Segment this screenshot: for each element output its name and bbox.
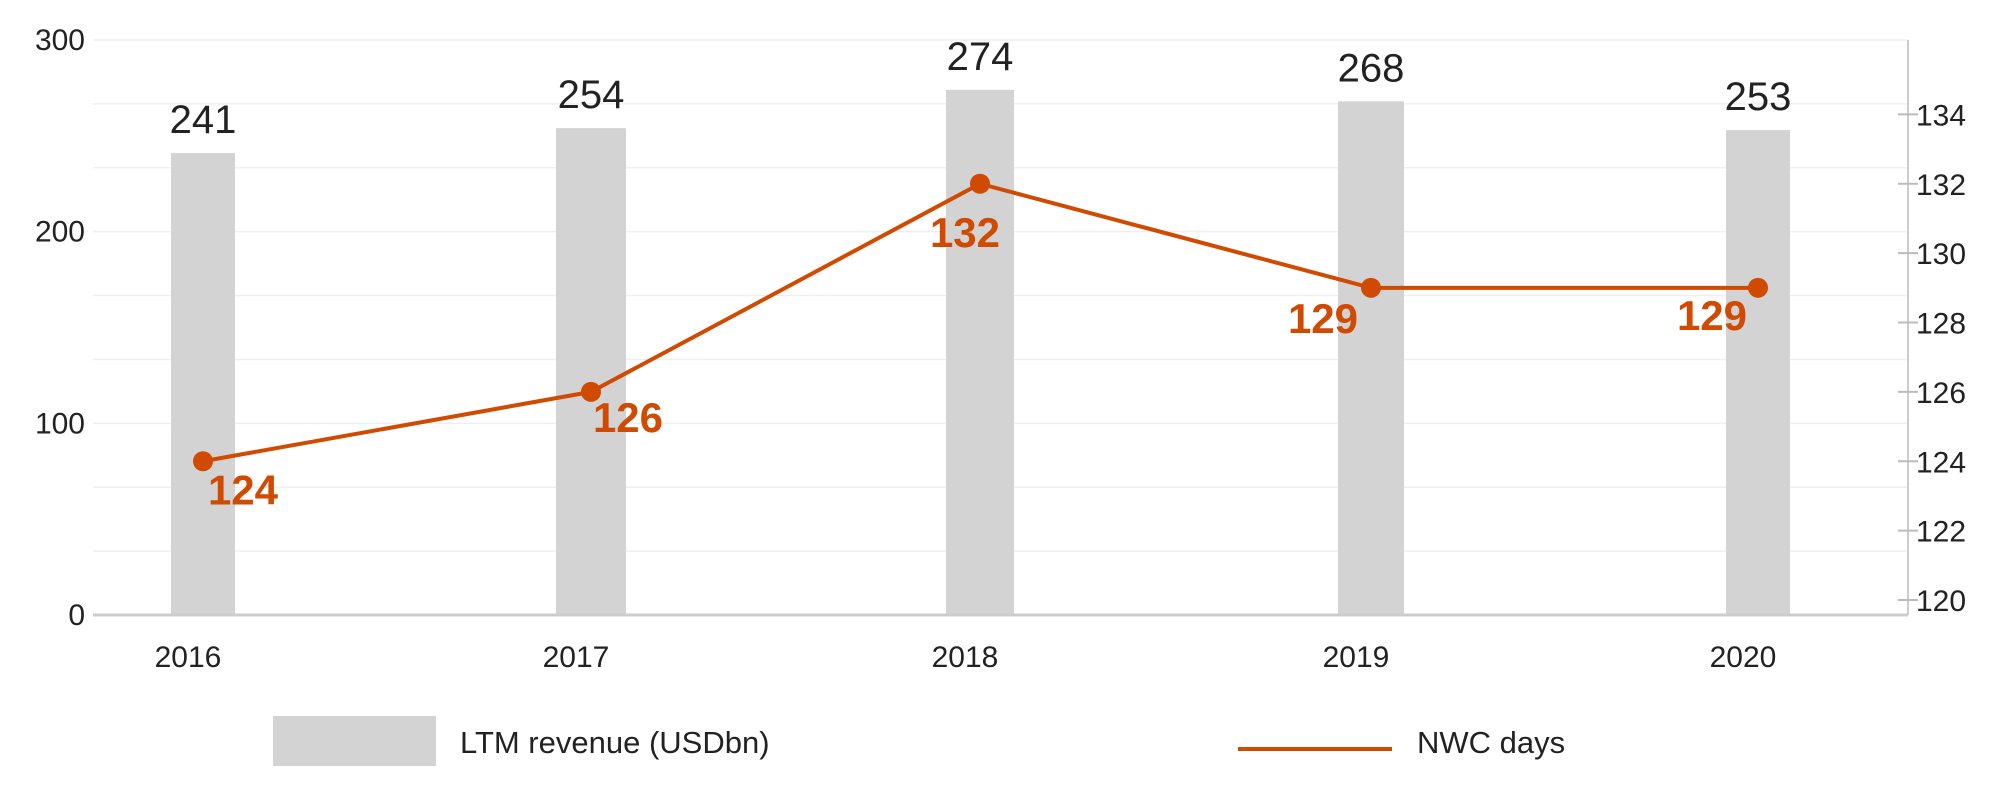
left-y-tick-label: 300 bbox=[35, 24, 85, 57]
legend-revenue-swatch bbox=[273, 716, 436, 766]
right-y-tick-label: 134 bbox=[1916, 99, 1966, 132]
right-y-tick-label: 120 bbox=[1916, 585, 1966, 618]
x-tick-label: 2017 bbox=[543, 641, 610, 674]
legend: LTM revenue (USDbn) NWC days bbox=[273, 716, 1565, 766]
legend-nwc-days-label: NWC days bbox=[1417, 725, 1565, 760]
nwc-days-value-label: 124 bbox=[208, 466, 279, 513]
nwc-days-value-label: 132 bbox=[930, 209, 1000, 256]
revenue-bar bbox=[946, 89, 1014, 616]
nwc-days-line-series bbox=[193, 173, 1768, 472]
x-tick-label: 2019 bbox=[1323, 641, 1390, 674]
legend-revenue-label: LTM revenue (USDbn) bbox=[460, 725, 770, 760]
revenue-bar-value-label: 274 bbox=[947, 35, 1014, 79]
right-y-tick-label: 130 bbox=[1916, 238, 1966, 271]
nwc-days-value-label: 129 bbox=[1288, 295, 1358, 342]
nwc-days-point bbox=[193, 451, 213, 472]
axes bbox=[93, 40, 1909, 617]
revenue-bar-value-label: 241 bbox=[170, 98, 237, 142]
revenue-bar-value-label: 268 bbox=[1338, 46, 1405, 90]
revenue-bar-labels: 241 254 274 268 253 bbox=[170, 35, 1792, 142]
left-y-axis-ticks: 0 100 200 300 bbox=[35, 24, 85, 632]
nwc-days-value-label: 129 bbox=[1677, 292, 1747, 339]
right-y-axis-ticks: 120 122 124 126 128 130 132 134 bbox=[1898, 99, 1966, 618]
left-y-tick-label: 200 bbox=[35, 216, 85, 249]
revenue-bar bbox=[1726, 130, 1790, 616]
revenue-bar-value-label: 254 bbox=[558, 73, 625, 117]
left-y-tick-label: 0 bbox=[68, 599, 85, 632]
nwc-days-value-label: 126 bbox=[593, 394, 663, 441]
nwc-days-labels: 124 126 132 129 129 bbox=[208, 209, 1747, 514]
nwc-days-point bbox=[1748, 277, 1768, 298]
revenue-bar bbox=[171, 153, 235, 616]
right-y-tick-label: 128 bbox=[1916, 308, 1966, 341]
x-tick-label: 2018 bbox=[932, 641, 999, 674]
revenue-bar-value-label: 253 bbox=[1725, 75, 1792, 119]
left-y-tick-label: 100 bbox=[35, 407, 85, 440]
x-tick-label: 2020 bbox=[1710, 641, 1777, 674]
right-y-tick-label: 126 bbox=[1916, 377, 1966, 410]
revenue-bar bbox=[556, 128, 626, 615]
nwc-days-point bbox=[1361, 277, 1381, 298]
right-y-tick-label: 122 bbox=[1916, 516, 1966, 549]
x-tick-label: 2016 bbox=[155, 641, 222, 674]
right-y-tick-label: 124 bbox=[1916, 446, 1966, 479]
right-y-tick-label: 132 bbox=[1916, 169, 1966, 202]
nwc-days-point bbox=[970, 173, 990, 194]
revenue-bars bbox=[171, 89, 1790, 616]
nwc-days-point bbox=[581, 381, 601, 402]
revenue-bar bbox=[1338, 101, 1404, 616]
x-axis-ticks: 2016 2017 2018 2019 2020 bbox=[155, 641, 1777, 674]
